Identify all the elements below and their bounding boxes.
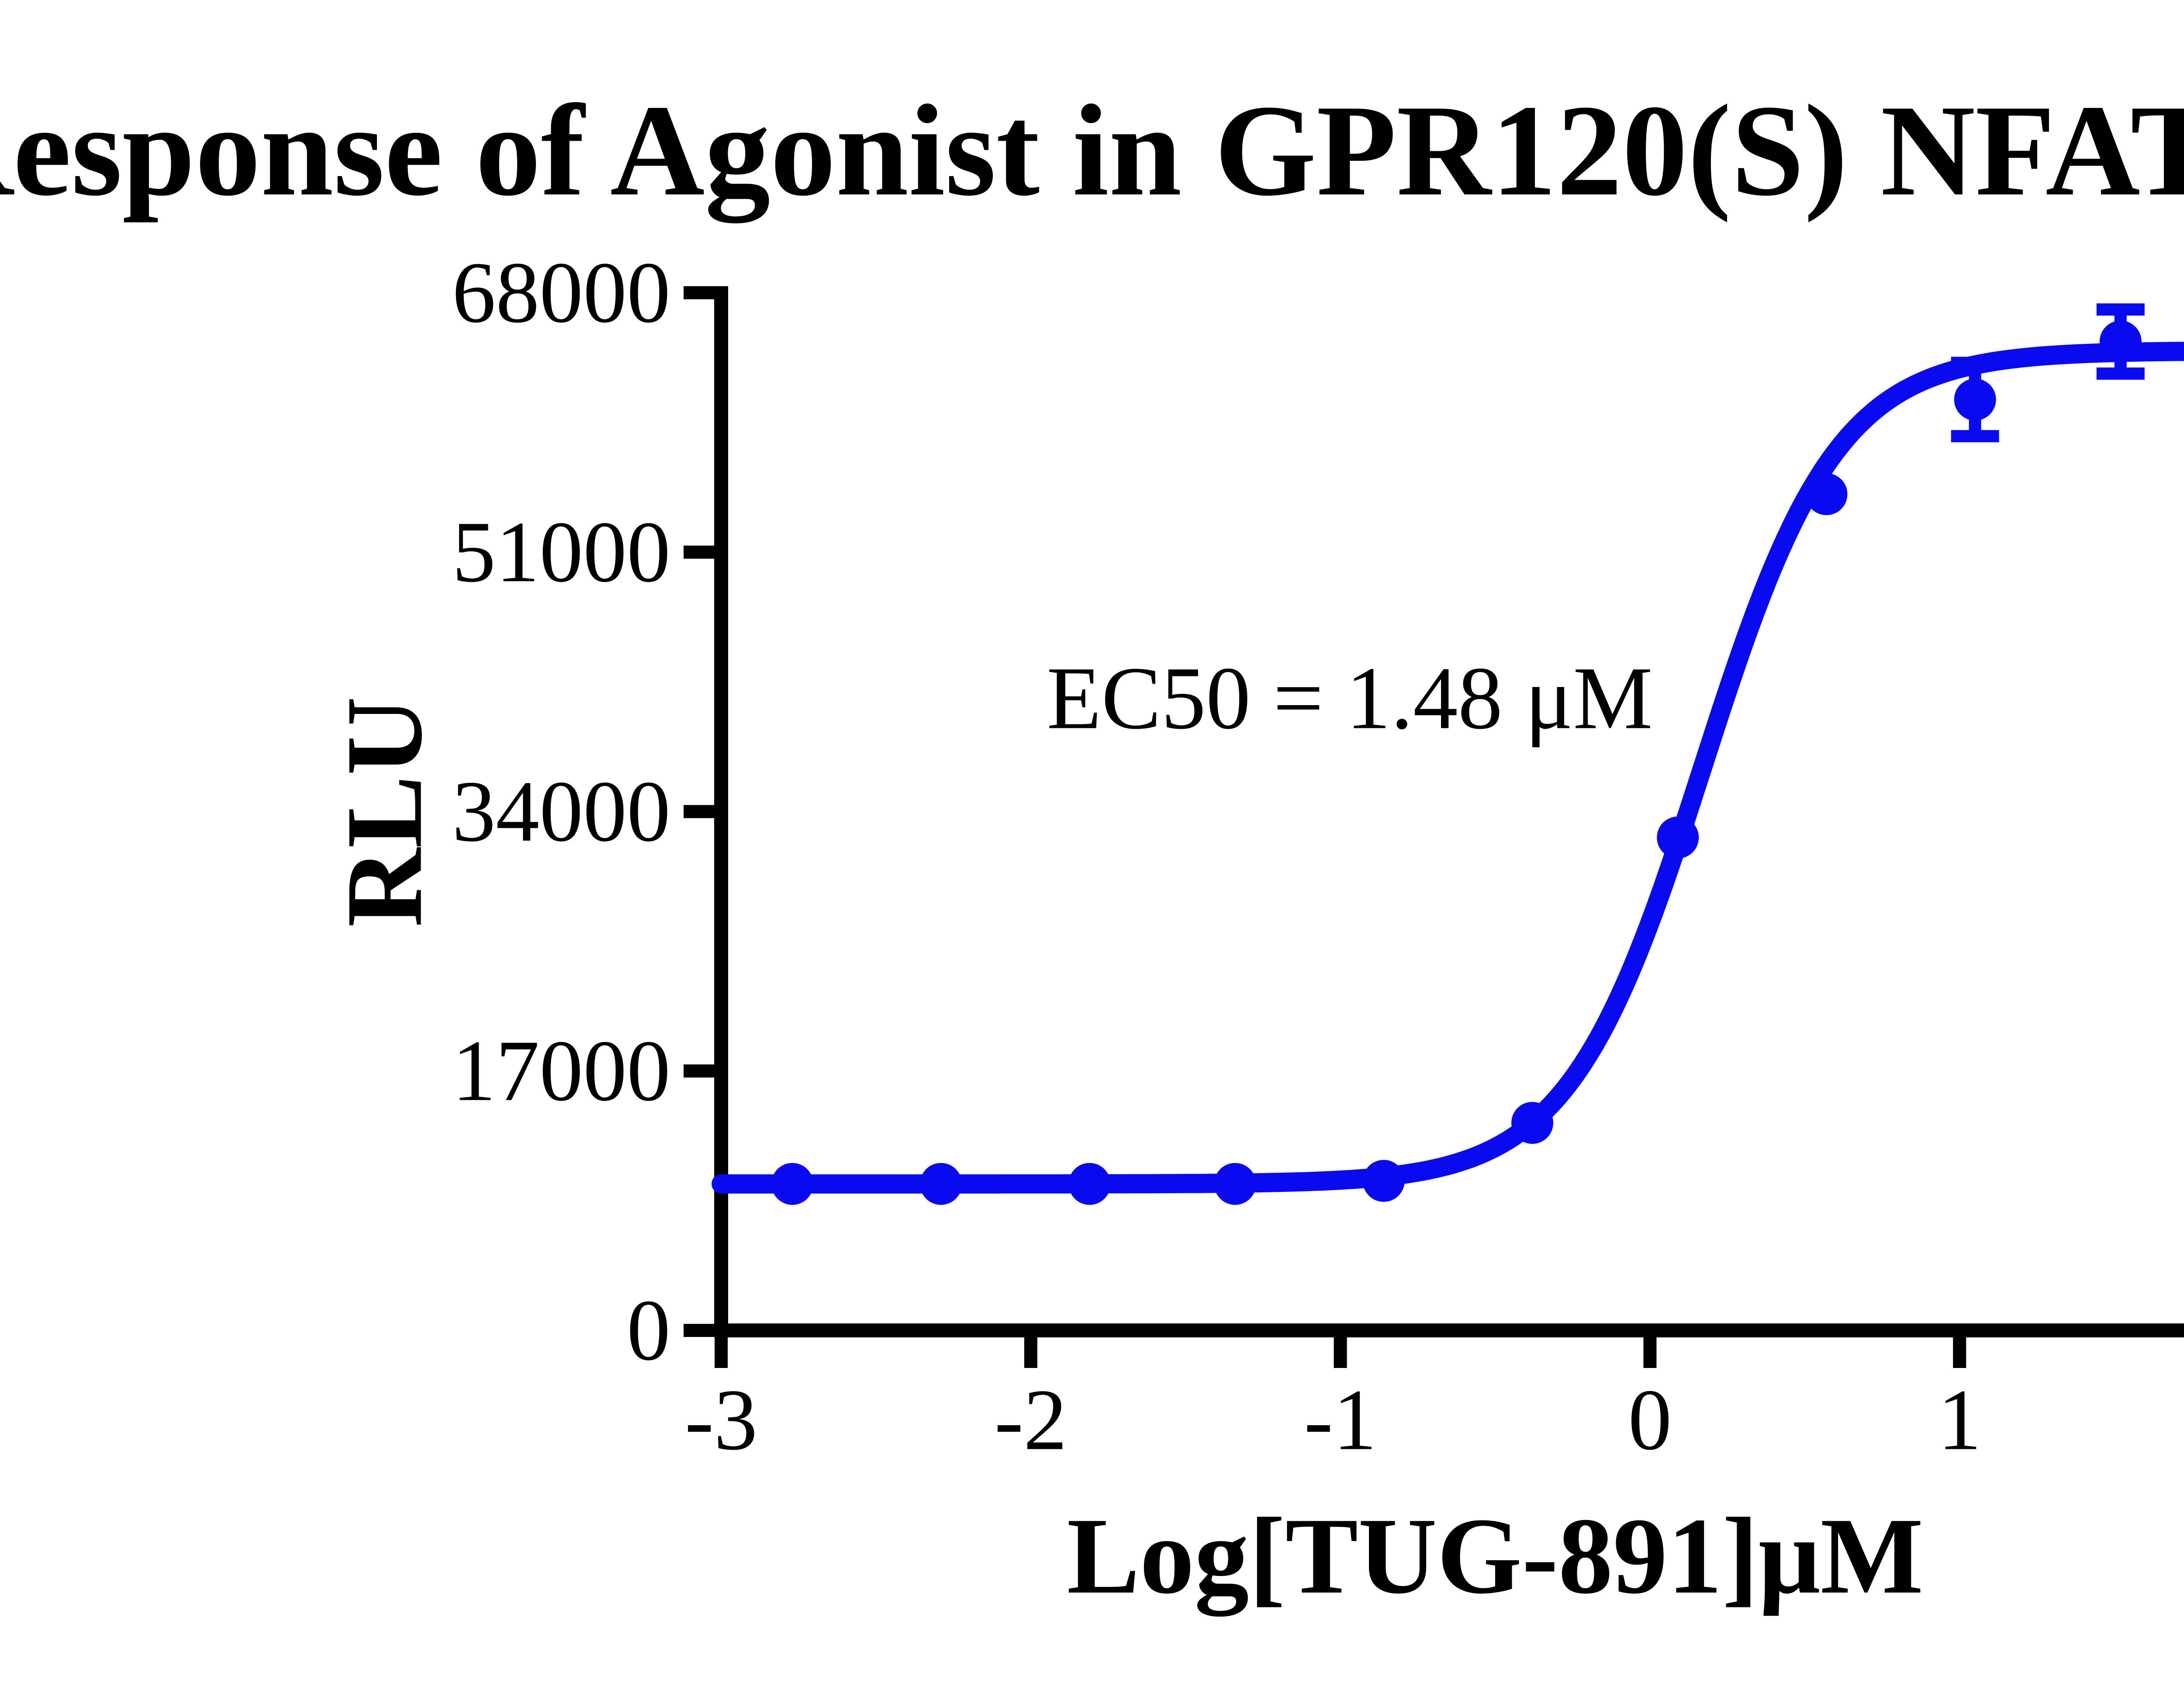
x-tick-label-2: -1 [1304, 1372, 1377, 1468]
curve-layer [712, 342, 2184, 1194]
x-tick-label-4: 1 [1938, 1372, 1981, 1468]
data-point [1068, 1163, 1111, 1205]
axes-layer: -3-2-1012017000340005100068000 [452, 245, 2184, 1468]
data-point [1214, 1163, 1256, 1205]
data-point [771, 1163, 814, 1205]
ec50-annotation: EC50 = 1.48 μM [1047, 649, 1652, 748]
data-point [1511, 1102, 1554, 1144]
y-tick-label-2: 34000 [452, 763, 670, 860]
y-tick-label-0: 0 [627, 1282, 670, 1379]
y-axis-title: RLU [324, 696, 445, 927]
data-point [1362, 1160, 1405, 1202]
y-tick-label-4: 68000 [452, 245, 670, 341]
data-point [2099, 320, 2142, 363]
x-tick-label-1: -2 [994, 1372, 1067, 1468]
data-point [1954, 378, 1996, 421]
points-layer [771, 303, 2145, 1205]
data-point [1657, 816, 1699, 859]
x-axis-title: Log[TUG-891]μM [1067, 1496, 1924, 1617]
data-point [920, 1163, 962, 1205]
x-tick-label-0: -3 [685, 1372, 758, 1468]
x-tick-label-3: 0 [1628, 1372, 1672, 1468]
data-point [1805, 473, 1848, 516]
chart-title: Dose Response of Agonist in GPR120(S) NF… [0, 78, 2184, 225]
y-tick-label-1: 17000 [452, 1023, 670, 1119]
y-tick-label-3: 51000 [452, 504, 670, 600]
fit-curve [712, 342, 2184, 1194]
